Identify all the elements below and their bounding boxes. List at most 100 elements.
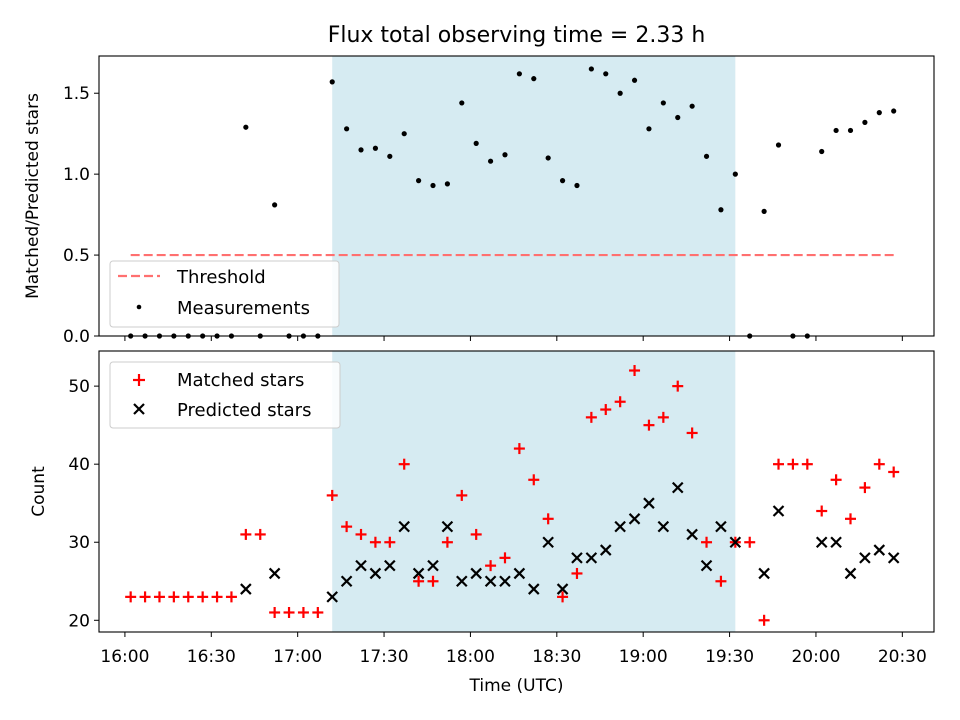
measurement-point xyxy=(574,182,580,189)
count-legend: Matched stars Predicted stars xyxy=(109,361,341,429)
count-y-tick-label: 40 xyxy=(68,455,90,475)
ratio-y-axis-label: Matched/Predicted stars xyxy=(23,93,43,299)
matched-star-marker xyxy=(211,591,223,603)
measurement-point xyxy=(862,119,868,125)
predicted-star-marker xyxy=(686,528,698,541)
matched-star-marker xyxy=(355,528,367,540)
matched-star-marker xyxy=(773,458,785,470)
measurement-point xyxy=(703,153,710,159)
ratio-y-tick-label: 1.5 xyxy=(63,84,90,104)
matched-star-marker xyxy=(139,591,151,603)
matched-star-marker xyxy=(859,482,871,494)
predicted-star-marker xyxy=(340,575,353,588)
ratio-legend: Threshold Measurements xyxy=(109,260,340,328)
matched-star-marker xyxy=(585,411,597,423)
matched-star-marker xyxy=(715,575,727,587)
measurement-point xyxy=(444,181,450,187)
ratio-panel-frame xyxy=(98,55,935,337)
ratio-legend-box xyxy=(109,260,340,328)
matched-star-marker xyxy=(341,521,353,533)
matched-star-marker xyxy=(571,567,583,579)
matched-star-marker xyxy=(643,419,655,431)
matched-star-marker xyxy=(153,591,165,603)
measurement-point xyxy=(473,140,479,146)
predicted-star-marker xyxy=(815,536,828,549)
matched-star-marker xyxy=(398,458,410,470)
matched-star-marker xyxy=(283,606,295,618)
predicted-star-marker xyxy=(729,536,742,549)
measurement-point xyxy=(891,108,897,114)
matched-star-marker xyxy=(197,591,209,603)
matched-star-marker xyxy=(254,528,266,540)
measurement-point xyxy=(387,153,393,159)
count-y-tick-label: 30 xyxy=(68,533,90,553)
predicted-star-marker xyxy=(585,552,598,564)
predicted-star-marker xyxy=(268,567,281,580)
measurement-point xyxy=(344,126,350,132)
matched-star-marker xyxy=(816,505,828,517)
predicted-star-marker xyxy=(671,481,684,494)
measurement-point xyxy=(243,124,249,130)
measurement-point xyxy=(631,77,638,83)
measurement-point xyxy=(401,131,407,137)
matched-star-marker xyxy=(456,489,468,501)
predicted-star-marker xyxy=(873,544,886,556)
measurement-point xyxy=(732,171,738,177)
measurement-point xyxy=(660,100,666,106)
measurement-point xyxy=(775,142,782,148)
matched-star-marker xyxy=(629,365,641,377)
measurement-point xyxy=(847,127,854,134)
measurement-point xyxy=(430,182,436,189)
ratio-panel: 0.0 0.5 1.0 1.5 Flux total observing time =… xyxy=(23,23,935,347)
ratio-y-tick-label: 1.0 xyxy=(63,165,90,185)
predicted-star-marker xyxy=(355,559,367,572)
matched-star-marker xyxy=(297,606,309,618)
matched-star-marker xyxy=(873,458,885,470)
measurement-point xyxy=(358,147,364,153)
ratio-y-tick-label: 0.0 xyxy=(63,327,90,347)
matched-star-marker xyxy=(672,380,684,392)
predicted-star-marker xyxy=(326,591,339,603)
predicted-star-marker xyxy=(542,536,554,549)
measurement-point xyxy=(761,208,767,214)
ratio-y-ticks: 0.0 0.5 1.0 1.5 xyxy=(63,84,99,347)
measurement-point xyxy=(502,152,508,158)
matched-star-marker xyxy=(600,404,612,416)
measurement-point xyxy=(617,90,623,96)
matched-star-marker xyxy=(528,474,540,486)
measurement-point xyxy=(545,155,551,161)
legend-measurements-label: Measurements xyxy=(177,298,310,319)
measurement-point xyxy=(689,103,695,109)
measurement-point xyxy=(819,148,825,155)
matched-star-marker xyxy=(240,528,252,540)
matched-star-marker xyxy=(701,536,713,548)
measurement-point xyxy=(603,71,609,77)
predicted-star-marker xyxy=(715,520,727,533)
measurement-point xyxy=(272,202,278,208)
predicted-star-marker xyxy=(859,552,871,564)
predicted-star-marker xyxy=(758,567,770,580)
matched-star-marker xyxy=(485,560,497,572)
predicted-star-markers xyxy=(240,481,900,603)
predicted-star-marker xyxy=(844,567,857,580)
count-panel-frame xyxy=(98,350,935,633)
matched-star-marker xyxy=(182,591,194,603)
predicted-star-marker xyxy=(657,520,670,533)
measurement-point xyxy=(416,178,422,184)
legend-measurements-swatch xyxy=(136,304,142,310)
measurement-point xyxy=(459,100,465,106)
predicted-star-marker xyxy=(441,520,454,533)
measurement-points xyxy=(128,66,897,339)
matched-star-marker xyxy=(888,466,900,478)
matched-star-marker xyxy=(384,536,396,548)
measurement-point xyxy=(516,71,522,77)
predicted-star-marker xyxy=(513,567,526,580)
matched-star-marker xyxy=(413,575,425,587)
predicted-star-marker xyxy=(571,552,583,564)
measurement-point xyxy=(487,158,494,164)
matched-star-marker xyxy=(225,591,237,603)
predicted-star-marker xyxy=(643,497,655,509)
predicted-star-marker xyxy=(527,583,540,595)
matched-star-marker xyxy=(513,443,525,455)
